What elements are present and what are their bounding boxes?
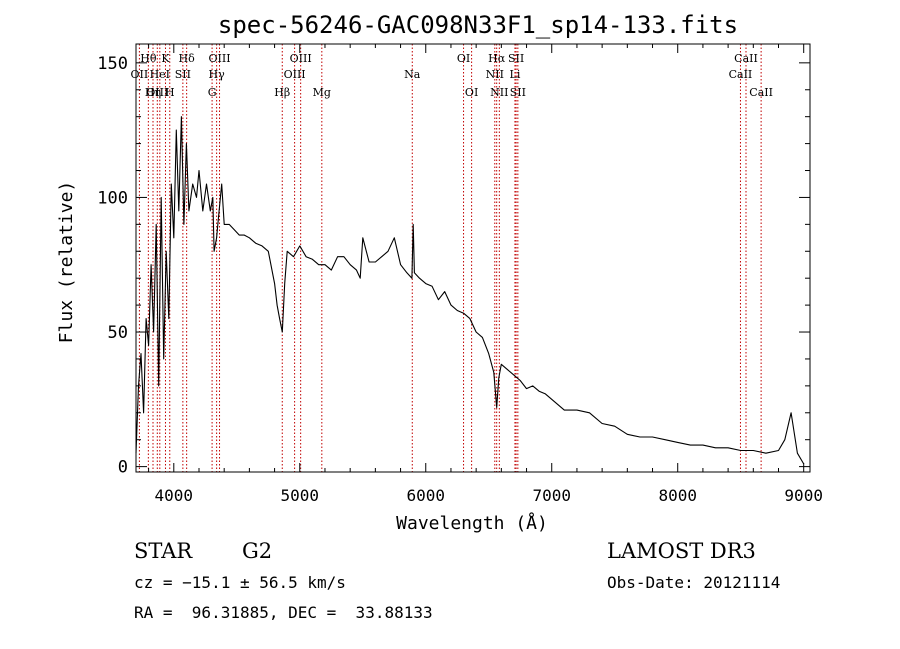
- obs-date: Obs-Date: 20121114: [607, 573, 781, 592]
- plot-frame: [135, 43, 811, 473]
- line-label: Hδ: [179, 52, 196, 65]
- line-label: SII: [510, 86, 526, 99]
- line-label: Na: [404, 68, 421, 81]
- line-label: OIII: [284, 68, 306, 81]
- x-axis-ticks: 4000 5000 6000 7000 8000 9000: [148, 44, 823, 505]
- line-label: CaII: [749, 86, 773, 99]
- x-tick-label: 5000: [281, 486, 320, 505]
- line-label: Mg: [313, 86, 331, 99]
- spectrum-line: [135, 116, 805, 465]
- line-label: SII: [508, 52, 524, 65]
- survey-name: LAMOST DR3: [607, 539, 756, 563]
- y-tick-label: 50: [108, 323, 128, 343]
- chart-title: spec-56246-GAC098N33F1_sp14-133.fits: [218, 11, 738, 39]
- line-label: NII: [486, 68, 504, 81]
- x-tick-label: 9000: [784, 486, 823, 505]
- x-tick-label: 6000: [406, 486, 445, 505]
- line-label: G: [208, 86, 217, 99]
- object-type: STAR: [134, 539, 193, 563]
- y-tick-label: 150: [97, 54, 128, 74]
- line-label: OII: [131, 68, 149, 81]
- line-label: CaII: [734, 52, 758, 65]
- spectral-line-markers: [138, 44, 762, 472]
- x-axis-label: Wavelength (Å): [396, 512, 548, 534]
- x-tick-label: 8000: [658, 486, 697, 505]
- line-label: OI: [457, 52, 470, 65]
- line-label: Hγ: [209, 68, 226, 81]
- y-tick-label: 100: [97, 188, 128, 208]
- line-label: H: [165, 86, 175, 99]
- line-label: OIII: [146, 86, 168, 99]
- line-label: OIII: [208, 52, 230, 65]
- coordinates: RA = 96.31885, DEC = 33.88133: [134, 603, 433, 622]
- y-axis-label: Flux (relative): [56, 181, 77, 344]
- line-label: OI: [465, 86, 478, 99]
- line-label: Hθ: [140, 52, 157, 65]
- line-label: Hβ: [274, 86, 290, 99]
- line-label: NII: [490, 86, 508, 99]
- line-label: CaII: [729, 68, 753, 81]
- line-label: Li: [510, 68, 521, 81]
- line-label: HeI: [150, 68, 170, 81]
- line-label: OIII: [290, 52, 312, 65]
- y-tick-label: 0: [118, 458, 128, 478]
- redshift-readout: cz = −15.1 ± 56.5 km/s: [134, 573, 346, 592]
- subclass: G2: [242, 539, 273, 563]
- line-label: Hη: [145, 86, 161, 99]
- line-label: SII: [175, 68, 191, 81]
- line-label: Hα: [488, 52, 506, 65]
- x-tick-label: 7000: [532, 486, 571, 505]
- x-tick-label: 4000: [155, 486, 194, 505]
- y-axis-ticks: 0 50 100 150: [97, 54, 810, 478]
- line-label: K: [161, 52, 170, 65]
